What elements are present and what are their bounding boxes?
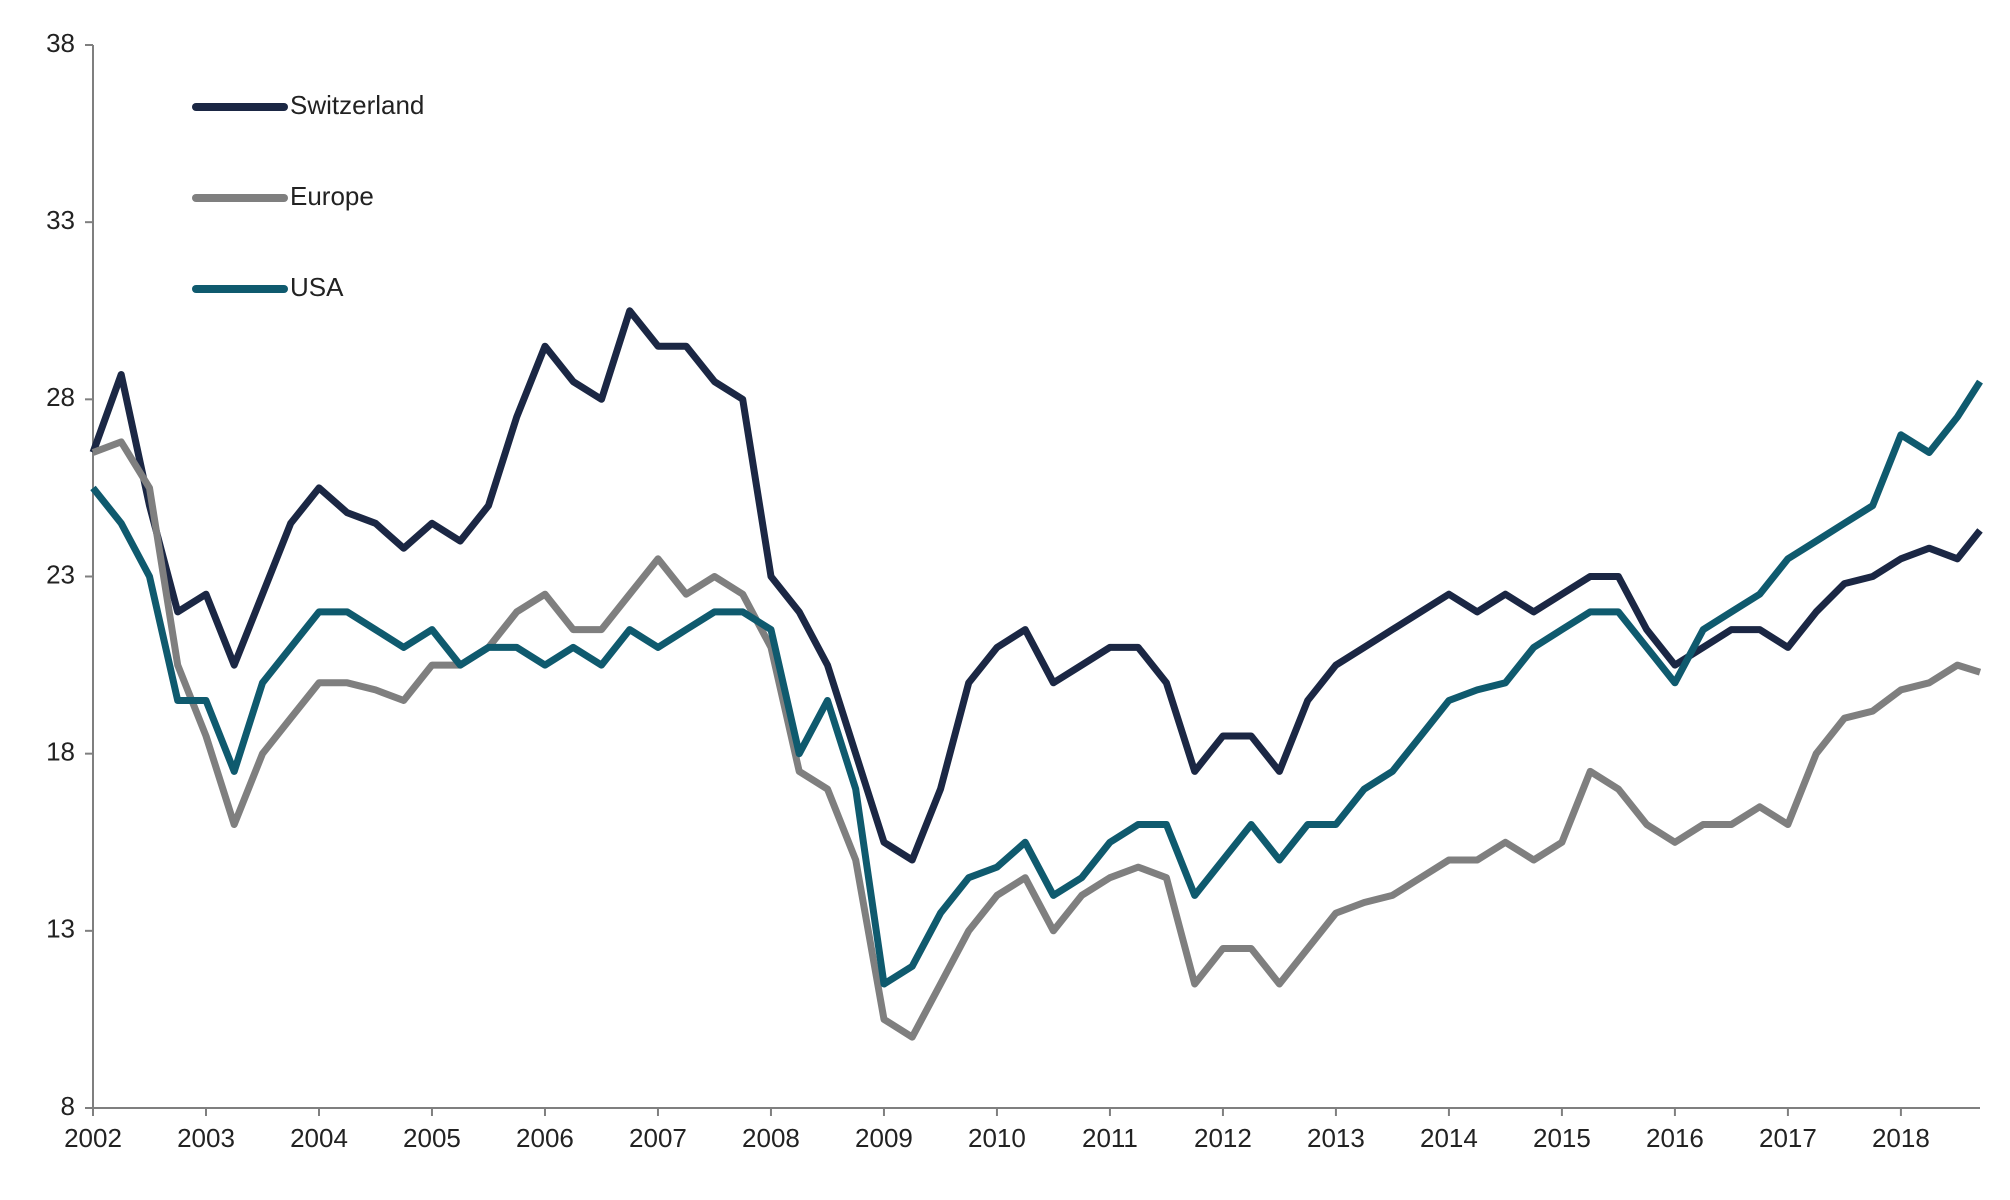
x-tick-label: 2005 bbox=[403, 1123, 461, 1153]
x-tick-label: 2010 bbox=[968, 1123, 1026, 1153]
y-tick-label: 33 bbox=[46, 205, 75, 235]
x-tick-label: 2011 bbox=[1082, 1123, 1138, 1153]
x-tick-label: 2009 bbox=[855, 1123, 913, 1153]
series-line bbox=[90, 379, 1983, 988]
x-tick-label: 2016 bbox=[1646, 1123, 1704, 1153]
x-tick-label: 2006 bbox=[516, 1123, 574, 1153]
x-tick-label: 2003 bbox=[177, 1123, 235, 1153]
x-tick-label: 2004 bbox=[290, 1123, 348, 1153]
x-tick-label: 2018 bbox=[1872, 1123, 1930, 1153]
x-tick-label: 2002 bbox=[64, 1123, 122, 1153]
y-tick-label: 38 bbox=[46, 28, 75, 58]
series-line bbox=[89, 307, 1983, 864]
x-tick-label: 2017 bbox=[1759, 1123, 1817, 1153]
x-tick-label: 2012 bbox=[1194, 1123, 1252, 1153]
legend-label: USA bbox=[290, 272, 344, 302]
legend-label: Switzerland bbox=[290, 90, 424, 120]
y-tick-label: 13 bbox=[46, 914, 75, 944]
y-tick-label: 28 bbox=[46, 382, 75, 412]
x-tick-label: 2014 bbox=[1420, 1123, 1478, 1153]
x-tick-label: 2007 bbox=[629, 1123, 687, 1153]
y-tick-label: 18 bbox=[46, 737, 75, 767]
y-tick-label: 8 bbox=[61, 1091, 75, 1121]
y-tick-label: 23 bbox=[46, 559, 75, 589]
series-line bbox=[91, 438, 1982, 1041]
x-tick-label: 2015 bbox=[1533, 1123, 1591, 1153]
legend-label: Europe bbox=[290, 181, 374, 211]
x-tick-label: 2013 bbox=[1307, 1123, 1365, 1153]
x-tick-label: 2008 bbox=[742, 1123, 800, 1153]
